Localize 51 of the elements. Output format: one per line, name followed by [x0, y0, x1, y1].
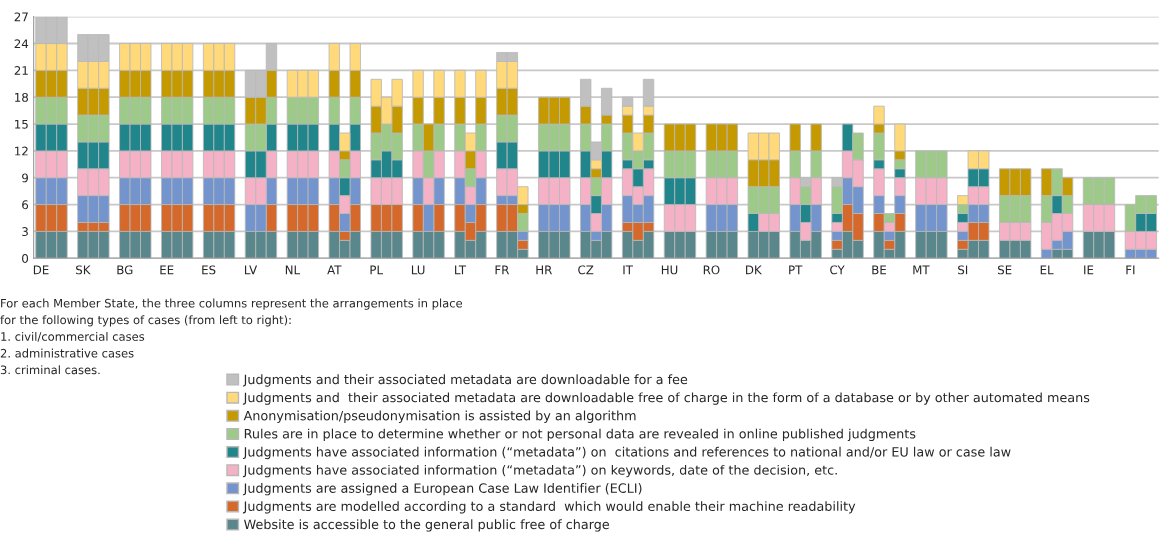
x-tick-label: FI — [1126, 265, 1135, 275]
x-tick-label: RO — [703, 265, 720, 275]
x-tick-label: SK — [76, 265, 91, 275]
legend-label: Judgments are modelled according to a standard which would enable their machine readability — [242, 501, 856, 514]
legend-label: Rules are in place to determine whether or not personal data are revealed in online published judgments — [244, 428, 916, 442]
x-tick-label: NL — [285, 265, 301, 275]
y-tick-label: 3 — [22, 227, 28, 237]
x-tick-label: BG — [117, 265, 133, 275]
text: For each Member State, the three columns represent the arrangements in place — [1, 298, 463, 310]
x-tick-label: SE — [998, 265, 1012, 275]
y-tick-label: 6 — [22, 200, 29, 210]
x-tick-label: EE — [160, 265, 174, 275]
y-tick-label: 15 — [15, 119, 28, 129]
x-tick-label: CY — [830, 265, 845, 275]
x-tick-label: HR — [536, 265, 552, 275]
y-tick-label: 18 — [15, 92, 28, 102]
legend-label: Judgments and their associated metadata are downloadable for a fee — [242, 374, 688, 387]
x-tick-label: LV — [244, 265, 258, 275]
text: 1. civil/commercial cases — [1, 331, 145, 342]
text: for the following types of cases (from left to right): — [0, 315, 291, 327]
x-tick-label: LT — [455, 265, 467, 275]
x-tick-label: HU — [661, 265, 678, 275]
y-tick-label: 27 — [14, 12, 28, 22]
y-tick-label: 12 — [15, 146, 28, 156]
x-tick-label: AT — [327, 265, 342, 275]
y-tick-label: 24 — [14, 39, 29, 48]
y-tick-label: 0 — [22, 253, 29, 263]
y-tick-label: 21 — [14, 66, 28, 75]
legend-label: Judgments have associated information (“metadata”) on citations and references to national and/or EU law or case law — [242, 446, 1011, 460]
text: 3. criminal cases. — [0, 365, 100, 375]
x-tick-label: BE — [872, 265, 887, 275]
legend-label: Judgments and their associated metadata are downloadable free of charge in the form of a database or by other automated means — [242, 392, 1090, 405]
y-tick-label: 9 — [22, 173, 28, 183]
text: 2. administrative cases — [0, 348, 134, 358]
x-tick-label: LU — [411, 265, 425, 275]
legend-label: Website is accessible to the general public free of charge — [244, 519, 609, 532]
x-tick-label: PL — [370, 265, 383, 275]
x-tick-label: PT — [789, 265, 803, 275]
legend-label: Judgments are assigned a European Case Law Identifier (ECLI) — [242, 483, 642, 496]
x-tick-label: MT — [913, 265, 930, 275]
x-tick-label: EL — [1040, 265, 1054, 275]
x-tick-label: CZ — [578, 265, 594, 275]
x-tick-label: DE — [33, 265, 49, 275]
legend-label: Judgments have associated information (“metadata”) on keywords, date of the decision, etc. — [242, 464, 837, 478]
x-tick-label: DK — [746, 265, 762, 275]
x-tick-label: IE — [1084, 265, 1094, 275]
x-tick-label: IT — [623, 265, 633, 275]
legend-label: Anonymisation/pseudonymisation is assisted by an algorithm — [243, 410, 636, 423]
x-tick-label: SI — [958, 265, 968, 275]
x-tick-label: FR — [495, 265, 510, 275]
x-tick-label: ES — [202, 265, 216, 275]
